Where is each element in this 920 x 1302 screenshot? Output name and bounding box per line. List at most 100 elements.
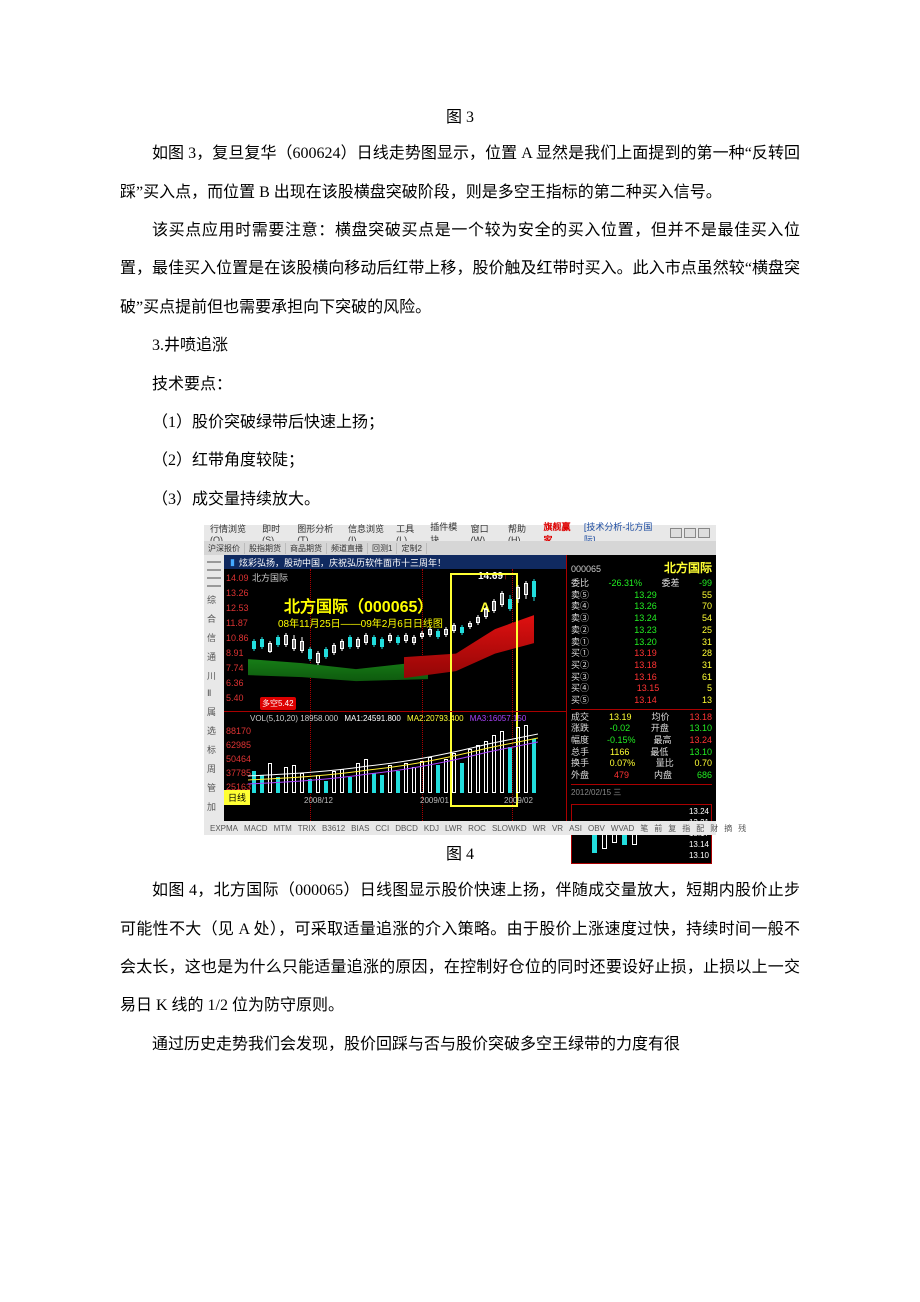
toolbar-label: Ⅱ <box>207 688 221 699</box>
indicator-tab[interactable]: 笔 <box>638 823 650 834</box>
quote-row: 买②13.1831 <box>571 660 712 672</box>
toolbar-label: 属 <box>207 705 221 718</box>
indicator-tab[interactable]: OBV <box>586 824 607 833</box>
tab-item[interactable]: 商品期货 <box>286 543 327 554</box>
indicator-tab[interactable]: 前 <box>652 823 664 834</box>
paragraph-4: 技术要点： <box>120 366 800 404</box>
y-axis-tick: 10.86 <box>226 633 249 643</box>
summary-rows: 成交13.19均价13.18涨跌-0.02开盘13.10幅度-0.15%最高13… <box>571 712 712 782</box>
indicator-tab[interactable]: ROC <box>466 824 488 833</box>
x-axis-label: 2009/01 <box>420 796 449 805</box>
toolbar-button[interactable] <box>207 577 221 579</box>
toolbar-label: 选 <box>207 724 221 737</box>
indicator-tabs: EXPMAMACDMTMTRIXB3612BIASCCIDBCDKDJLWRRO… <box>204 821 716 835</box>
vol-ma2: MA2:20793.400 <box>407 714 464 723</box>
indicator-tab[interactable]: DBCD <box>393 824 420 833</box>
volume-panel: VOL(5,10,20) 18958.000 MA1:24591.800 MA2… <box>224 711 566 805</box>
y-axis-tick: 12.53 <box>226 603 249 613</box>
chart-banner: ▮ 炫彩弘扬，股动中国，庆祝弘历软件面市十三周年！ <box>224 555 566 569</box>
toolbar-label: 合 <box>207 612 221 625</box>
chart-tabs: 沪深报价 股指期货 商品期货 频道直播 回测1 定制2 <box>204 541 716 555</box>
toolbar-label: 综 <box>207 593 221 606</box>
indicator-tab[interactable]: MTM <box>272 824 294 833</box>
minimize-button[interactable] <box>670 528 682 538</box>
summary-row: 外盘479内盘686 <box>571 770 712 782</box>
indicator-tab[interactable]: 配 <box>694 823 706 834</box>
toolbar-label: 标 <box>207 743 221 756</box>
quote-row: 买⑤13.1413 <box>571 695 712 707</box>
mini-candle <box>592 835 597 853</box>
tab-item[interactable]: 频道直播 <box>327 543 368 554</box>
tab-item[interactable]: 定制2 <box>397 543 426 554</box>
vol-ma-curves <box>248 726 538 794</box>
indicator-tab[interactable]: WR <box>531 824 548 833</box>
quote-row: 买①13.1928 <box>571 648 712 660</box>
quote-date: 2012/02/15 三 <box>571 787 712 798</box>
y-axis-tick: 14.09 <box>226 573 249 583</box>
toolbar-button[interactable] <box>207 561 221 563</box>
quote-rows: 委比-26.31%委差-99卖⑤13.2955卖④13.2670卖③13.245… <box>571 578 712 707</box>
y-axis-tick: 8.91 <box>226 648 244 658</box>
indicator-tab[interactable]: EXPMA <box>208 824 240 833</box>
paragraph-7: （3）成交量持续放大。 <box>120 481 800 519</box>
mini-chart-label: 13.24 <box>689 807 709 816</box>
toolbar-label: 信 <box>207 631 221 644</box>
indicator-tab[interactable]: KDJ <box>422 824 441 833</box>
document-page: 图 3 如图 3，复旦复华（600624）日线走势图显示，位置 A 显然是我们上… <box>0 0 920 1124</box>
x-axis-label: 2008/12 <box>304 796 333 805</box>
indicator-tab[interactable]: 财 <box>708 823 720 834</box>
tab-item[interactable]: 沪深报价 <box>204 543 245 554</box>
fig4-chart-container: 行情浏览(Q) 即时(S) 图形分析(T) 信息浏览(I) 工具(L) 插件模块… <box>120 525 800 835</box>
summary-row: 换手0.07%量比0.70 <box>571 758 712 770</box>
close-button[interactable] <box>698 528 710 538</box>
timeframe-badge[interactable]: 日线 <box>224 790 250 805</box>
banner-text: 炫彩弘扬，股动中国，庆祝弘历软件面市十三周年！ <box>239 556 446 569</box>
fig3-caption: 图 3 <box>120 100 800 135</box>
paragraph-6: （2）红带角度较陡； <box>120 442 800 480</box>
quote-row: 买④13.155 <box>571 683 712 695</box>
indicator-tab[interactable]: WVAD <box>609 824 636 833</box>
toolbar-button[interactable] <box>207 585 221 587</box>
vol-label: VOL(5,10,20) 18958.000 MA1:24591.800 MA2… <box>250 714 526 723</box>
indicator-tab[interactable]: 残 <box>736 823 748 834</box>
indicator-tab[interactable]: 复 <box>666 823 678 834</box>
indicator-tab[interactable]: BIAS <box>349 824 371 833</box>
indicator-tab[interactable]: B3612 <box>320 824 347 833</box>
quote-code: 000065 <box>571 564 601 574</box>
summary-row: 成交13.19均价13.18 <box>571 712 712 724</box>
x-axis-label: 2009/02 <box>504 796 533 805</box>
toolbar-button[interactable] <box>207 569 221 571</box>
indicator-tab[interactable]: SLOWKD <box>490 824 529 833</box>
maximize-button[interactable] <box>684 528 696 538</box>
y-axis-tick: 7.74 <box>226 663 244 673</box>
indicator-tab[interactable]: VR <box>550 824 565 833</box>
indicator-tab[interactable]: MACD <box>242 824 270 833</box>
paragraph-9: 通过历史走势我们会发现，股价回踩与否与股价突破多空王绿带的力度有很 <box>120 1026 800 1064</box>
quote-row: 卖②13.2325 <box>571 625 712 637</box>
vol-ma1: MA1:24591.800 <box>344 714 401 723</box>
vol-ma3: MA3:16057.150 <box>470 714 527 723</box>
y-axis-tick: 13.26 <box>226 588 249 598</box>
indicator-tab[interactable]: 指 <box>680 823 692 834</box>
quote-panel: 000065 北方国际 委比-26.31%委差-99卖⑤13.2955卖④13.… <box>566 555 716 821</box>
chart-left-toolbar: 综合信通川Ⅱ属选标周管加涂 <box>204 555 224 821</box>
summary-row: 涨跌-0.02开盘13.10 <box>571 723 712 735</box>
vol-main: VOL(5,10,20) 18958.000 <box>250 714 338 723</box>
quote-row: 委比-26.31%委差-99 <box>571 578 712 590</box>
quote-row: 卖⑤13.2955 <box>571 590 712 602</box>
indicator-tab[interactable]: LWR <box>443 824 464 833</box>
paragraph-8: 如图 4，北方国际（000065）日线图显示股价快速上扬，伴随成交量放大，短期内… <box>120 872 800 1026</box>
tab-item[interactable]: 股指期货 <box>245 543 286 554</box>
summary-row: 幅度-0.15%最高13.24 <box>571 735 712 747</box>
indicator-tab[interactable]: 摘 <box>722 823 734 834</box>
indicator-tab[interactable]: ASI <box>567 824 584 833</box>
tab-item[interactable]: 回测1 <box>368 543 397 554</box>
candles <box>248 577 562 707</box>
quote-title: 北方国际 <box>664 559 712 576</box>
y-axis-tick: 6.36 <box>226 678 244 688</box>
chart-menu-bar: 行情浏览(Q) 即时(S) 图形分析(T) 信息浏览(I) 工具(L) 插件模块… <box>204 525 716 541</box>
indicator-tab[interactable]: CCI <box>373 824 391 833</box>
quote-row: 卖①13.2031 <box>571 637 712 649</box>
summary-row: 总手1166最低13.10 <box>571 747 712 759</box>
indicator-tab[interactable]: TRIX <box>296 824 318 833</box>
